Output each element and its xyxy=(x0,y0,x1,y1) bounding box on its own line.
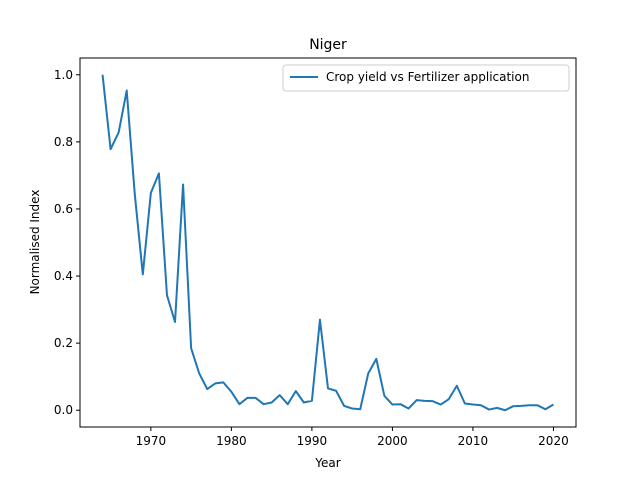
chart-title: Niger xyxy=(309,37,347,53)
data-point xyxy=(311,400,313,402)
data-point xyxy=(142,273,144,275)
data-point xyxy=(287,403,289,405)
data-point xyxy=(359,408,361,410)
data-point xyxy=(367,372,369,374)
data-point xyxy=(134,193,136,195)
data-point xyxy=(174,321,176,323)
x-axis-ticks: 1970 1980 1990 2000 2010 2020 xyxy=(136,427,569,448)
data-point xyxy=(408,408,410,410)
data-point xyxy=(222,381,224,383)
data-point xyxy=(440,404,442,406)
data-point xyxy=(496,407,498,409)
data-point xyxy=(544,408,546,410)
data-point xyxy=(391,404,393,406)
data-point xyxy=(504,409,506,411)
data-point xyxy=(126,90,128,92)
data-point xyxy=(416,399,418,401)
data-point xyxy=(512,405,514,407)
data-point xyxy=(271,402,273,404)
data-point xyxy=(456,385,458,387)
data-point xyxy=(319,319,321,321)
data-point xyxy=(552,404,554,406)
data-point xyxy=(375,358,377,360)
data-point xyxy=(472,404,474,406)
data-point xyxy=(255,397,257,399)
data-point xyxy=(230,391,232,393)
data-point xyxy=(190,347,192,349)
data-point xyxy=(448,398,450,400)
legend: Crop yield vs Fertilizer application xyxy=(282,64,570,92)
data-point xyxy=(424,400,426,402)
plot-frame xyxy=(79,57,577,428)
data-point xyxy=(198,372,200,374)
data-point xyxy=(158,172,160,174)
legend-box xyxy=(282,64,570,92)
data-point xyxy=(351,408,353,410)
data-point xyxy=(182,183,184,185)
data-point xyxy=(335,390,337,392)
legend-label: Crop yield vs Fertilizer application xyxy=(326,70,529,84)
data-point xyxy=(279,394,281,396)
data-point xyxy=(383,395,385,397)
data-point xyxy=(303,402,305,404)
data-point xyxy=(536,404,538,406)
y-tick-label: 0.0 xyxy=(54,403,73,417)
y-tick-label: 0.6 xyxy=(54,202,73,216)
x-tick-label: 1990 xyxy=(297,434,328,448)
data-point xyxy=(150,192,152,194)
data-point xyxy=(520,405,522,407)
data-point xyxy=(206,388,208,390)
data-point xyxy=(166,294,168,296)
data-point xyxy=(432,400,434,402)
data-point xyxy=(528,404,530,406)
data-point xyxy=(480,404,482,406)
x-tick-label: 2020 xyxy=(538,434,569,448)
data-point xyxy=(295,390,297,392)
x-tick-label: 1970 xyxy=(136,434,167,448)
y-axis-label: Normalised Index xyxy=(28,190,42,295)
series-line-crop-yield-vs-fertilizer xyxy=(101,74,554,412)
data-point xyxy=(102,74,104,76)
data-point xyxy=(399,403,401,405)
plot-area xyxy=(80,58,576,427)
x-axis-label: Year xyxy=(314,456,340,470)
x-tick-label: 1980 xyxy=(216,434,247,448)
data-point xyxy=(118,131,120,133)
data-point xyxy=(327,387,329,389)
data-point xyxy=(110,148,112,150)
x-tick-label: 2010 xyxy=(458,434,489,448)
x-tick-label: 2000 xyxy=(377,434,408,448)
y-tick-label: 0.2 xyxy=(54,336,73,350)
data-point xyxy=(343,405,345,407)
data-point xyxy=(214,382,216,384)
data-point xyxy=(488,409,490,411)
y-axis-ticks: 0.0 0.2 0.4 0.6 0.8 1.0 xyxy=(54,68,80,417)
y-tick-label: 0.4 xyxy=(54,269,73,283)
data-point xyxy=(263,403,265,405)
data-point xyxy=(246,397,248,399)
y-tick-label: 1.0 xyxy=(54,68,73,82)
y-tick-label: 0.8 xyxy=(54,135,73,149)
data-point xyxy=(464,403,466,405)
data-point xyxy=(238,403,240,405)
